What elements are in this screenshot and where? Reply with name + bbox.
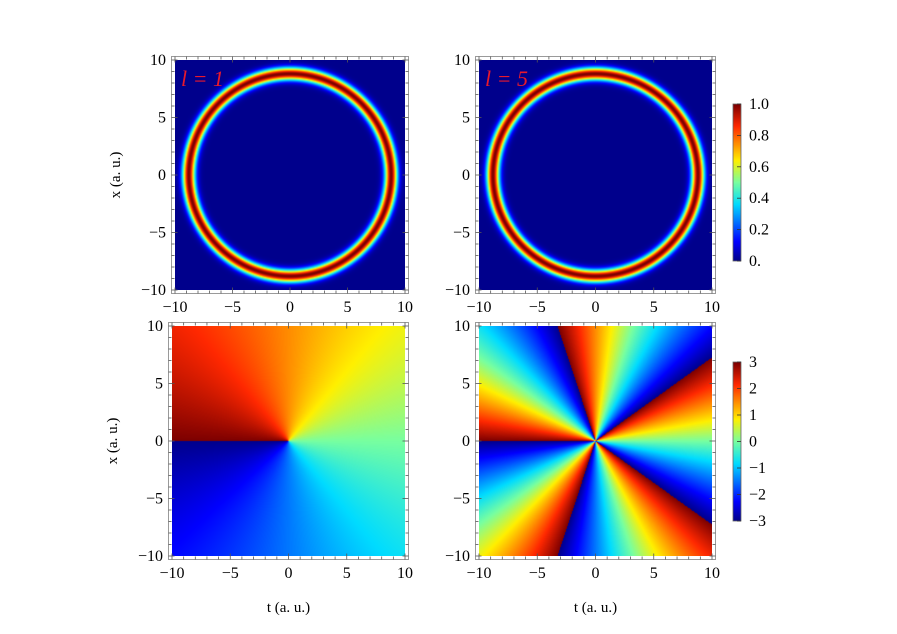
y-tick-label: −5: [453, 225, 470, 242]
x-tick-label: 0: [592, 299, 600, 316]
x-tick-label: 5: [344, 299, 352, 316]
y-tick-label: 0: [155, 433, 163, 450]
x-tick-label: 10: [397, 565, 413, 582]
y-tick-label: 10: [147, 318, 163, 335]
colorbar-tick-label: 1.0: [749, 96, 769, 113]
x-tick-label: −5: [529, 299, 546, 316]
panel-annotation: l = 1: [181, 66, 224, 91]
x-tick-label: −10: [466, 565, 491, 582]
x-tick-label: 5: [650, 299, 658, 316]
x-tick-label: 10: [704, 299, 720, 316]
y-tick-label: 10: [150, 52, 166, 69]
phase-l1-heatmap: [172, 326, 405, 556]
colorbar-tick-label: 0.6: [749, 159, 769, 176]
colorbar-frame: [732, 103, 742, 262]
x-tick-label: −10: [159, 565, 184, 582]
phase-l5-heatmap: [479, 326, 712, 556]
y-tick-label: 5: [462, 110, 470, 127]
x-tick-label: −5: [529, 565, 546, 582]
y-tick-label: 0: [158, 167, 166, 184]
panel-frame: [475, 322, 716, 560]
y-tick-label: −10: [445, 548, 470, 565]
x-axis-label: t (a. u.): [267, 600, 310, 616]
intensity-l1-heatmap: [175, 60, 405, 290]
x-tick-label: 0: [285, 565, 293, 582]
x-tick-label: −10: [162, 299, 187, 316]
colorbar-tick-label: 0.: [749, 253, 761, 270]
x-tick-label: −5: [224, 299, 241, 316]
panel-frame: [168, 322, 409, 560]
y-tick-label: −10: [445, 282, 470, 299]
x-tick-label: −5: [222, 565, 239, 582]
intensity-l5-heatmap: [479, 60, 712, 290]
y-tick-label: 5: [158, 110, 166, 127]
panel-annotation: l = 5: [485, 66, 528, 91]
colorbar-tick-label: −2: [749, 487, 766, 504]
x-tick-label: 5: [650, 565, 658, 582]
x-tick-label: 0: [286, 299, 294, 316]
colorbar-tick-label: 1: [749, 407, 757, 424]
y-tick-label: −5: [146, 491, 163, 508]
x-axis-label: t (a. u.): [574, 600, 617, 616]
colorbar-tick-label: −1: [749, 460, 766, 477]
colorbar-tick-label: 0.8: [749, 127, 769, 144]
y-tick-label: 10: [454, 52, 470, 69]
y-tick-label: 0: [462, 167, 470, 184]
y-axis-label: x (a. u.): [108, 152, 124, 199]
panel-frame: [475, 56, 716, 294]
y-tick-label: −5: [149, 225, 166, 242]
intensity-colorbar-gradient: [733, 104, 741, 261]
y-tick-label: 0: [462, 433, 470, 450]
y-axis-label: x (a. u.): [105, 418, 121, 465]
colorbar-tick-label: 0: [749, 434, 757, 451]
panel-frame: [171, 56, 409, 294]
y-tick-label: −10: [138, 548, 163, 565]
y-tick-label: 5: [462, 376, 470, 393]
x-tick-label: 10: [397, 299, 413, 316]
x-tick-label: 5: [343, 565, 351, 582]
y-tick-label: 10: [454, 318, 470, 335]
y-tick-label: −5: [453, 491, 470, 508]
colorbar-tick-label: 3: [749, 354, 757, 371]
colorbar-tick-label: −3: [749, 513, 766, 530]
y-tick-label: −10: [141, 282, 166, 299]
colorbar-tick-label: 0.2: [749, 222, 769, 239]
colorbar-tick-label: 0.4: [749, 190, 769, 207]
x-tick-label: 0: [592, 565, 600, 582]
colorbar-tick-label: 2: [749, 381, 757, 398]
x-tick-label: −10: [466, 299, 491, 316]
y-tick-label: 5: [155, 376, 163, 393]
x-tick-label: 10: [704, 565, 720, 582]
